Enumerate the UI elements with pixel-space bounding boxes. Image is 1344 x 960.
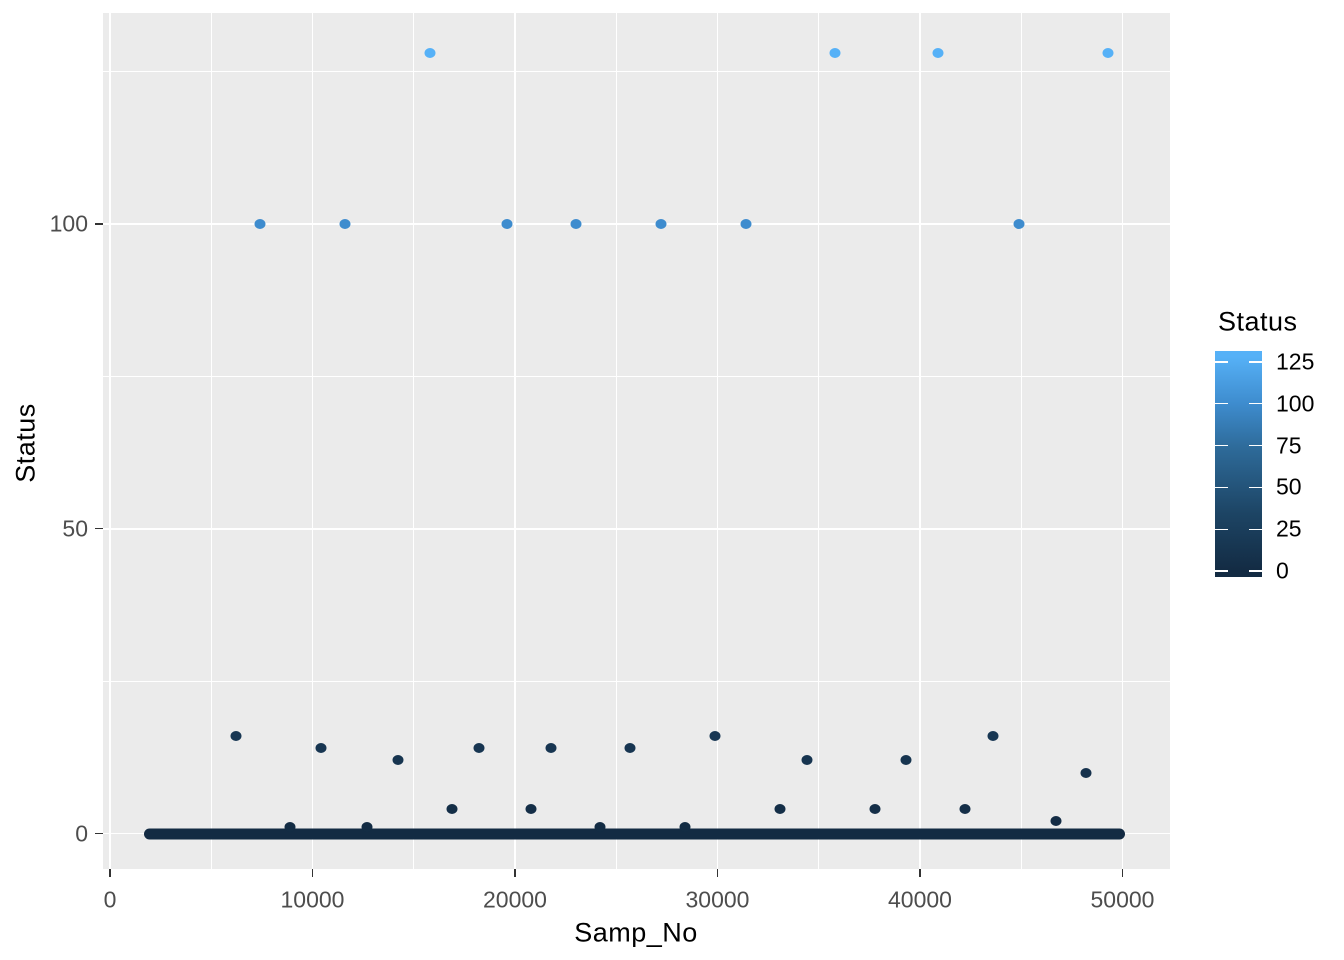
legend-tick-mark <box>1249 486 1262 489</box>
status-zero-point-band <box>144 828 1125 839</box>
data-point <box>1013 219 1025 229</box>
legend-tick-mark <box>1215 444 1228 447</box>
data-point <box>339 219 351 229</box>
y-axis-title: Status <box>10 403 41 483</box>
v-gridline-minor <box>210 13 212 869</box>
v-gridline-minor <box>818 13 820 869</box>
v-gridline-major <box>311 13 314 869</box>
legend-tick-label: 50 <box>1276 473 1302 500</box>
data-point <box>446 804 458 815</box>
x-tick-mark <box>109 869 111 877</box>
h-gridline-minor <box>103 680 1170 682</box>
y-tick-mark <box>95 527 103 530</box>
y-tick-label: 100 <box>49 210 88 237</box>
legend-tick-label: 25 <box>1276 515 1302 542</box>
legend-tick-mark <box>1215 528 1228 531</box>
legend-tick-mark <box>1215 570 1228 573</box>
legend-title: Status <box>1218 306 1298 337</box>
legend-tick-mark <box>1249 402 1262 405</box>
v-gridline-major <box>109 13 111 869</box>
data-point <box>740 219 752 229</box>
x-tick-label: 40000 <box>888 886 952 913</box>
data-point <box>315 743 327 754</box>
v-gridline-minor <box>615 13 617 869</box>
data-point <box>774 804 786 815</box>
data-point <box>932 48 944 59</box>
x-tick-mark <box>514 869 516 877</box>
data-point <box>624 743 636 754</box>
legend-tick-mark <box>1249 528 1262 531</box>
legend-tick-label: 125 <box>1276 348 1315 375</box>
legend-tick-mark <box>1249 444 1262 447</box>
data-point <box>679 822 691 833</box>
h-gridline-minor <box>103 375 1170 377</box>
data-point <box>1102 48 1114 59</box>
data-point <box>284 822 296 833</box>
data-point <box>545 743 557 754</box>
h-gridline-major <box>103 223 1170 225</box>
legend-tick-label: 75 <box>1276 432 1302 459</box>
legend-tick-mark <box>1249 360 1262 363</box>
legend-tick-mark <box>1249 570 1262 573</box>
data-point <box>230 730 242 741</box>
x-tick-mark <box>716 869 719 877</box>
data-point <box>361 822 373 833</box>
x-tick-mark <box>919 869 921 877</box>
y-tick-mark <box>95 223 103 225</box>
v-gridline-minor <box>1020 13 1022 869</box>
data-point <box>900 755 912 766</box>
v-gridline-major <box>716 13 719 869</box>
data-point <box>1080 767 1092 778</box>
data-point <box>424 48 436 59</box>
plot-panel <box>103 13 1170 869</box>
data-point <box>869 804 881 815</box>
data-point <box>959 804 971 815</box>
x-tick-label: 20000 <box>483 886 547 913</box>
data-point <box>473 743 485 754</box>
legend-tick-label: 0 <box>1276 557 1289 584</box>
x-tick-label: 10000 <box>280 886 345 913</box>
data-point <box>987 730 999 741</box>
data-point <box>655 219 667 229</box>
y-tick-label: 50 <box>62 515 88 542</box>
data-point <box>501 219 513 229</box>
h-gridline-minor <box>103 71 1170 73</box>
data-point <box>254 219 266 229</box>
v-gridline-minor <box>413 13 415 869</box>
legend-tick-label: 100 <box>1276 390 1315 417</box>
y-tick-label: 0 <box>75 820 88 846</box>
x-tick-label: 30000 <box>685 886 750 913</box>
data-point <box>1050 816 1062 827</box>
data-point <box>525 804 537 815</box>
v-gridline-major <box>514 13 516 869</box>
legend-tick-mark <box>1215 486 1228 489</box>
data-point <box>570 219 582 229</box>
x-tick-label: 50000 <box>1090 886 1155 913</box>
legend-colorbar <box>1215 351 1262 577</box>
data-point <box>829 48 841 59</box>
h-gridline-major <box>103 528 1170 530</box>
v-gridline-major <box>1121 13 1124 869</box>
x-tick-label: 0 <box>103 886 117 913</box>
legend-tick-mark <box>1215 360 1228 363</box>
data-point <box>392 755 404 766</box>
x-axis-title: Samp_No <box>574 917 698 948</box>
legend-tick-mark <box>1215 402 1228 405</box>
x-tick-mark <box>311 869 314 877</box>
data-point <box>801 755 813 766</box>
v-gridline-major <box>919 13 921 869</box>
data-point <box>594 822 606 833</box>
y-tick-mark <box>95 832 103 835</box>
data-point <box>709 730 721 741</box>
x-tick-mark <box>1121 869 1124 877</box>
